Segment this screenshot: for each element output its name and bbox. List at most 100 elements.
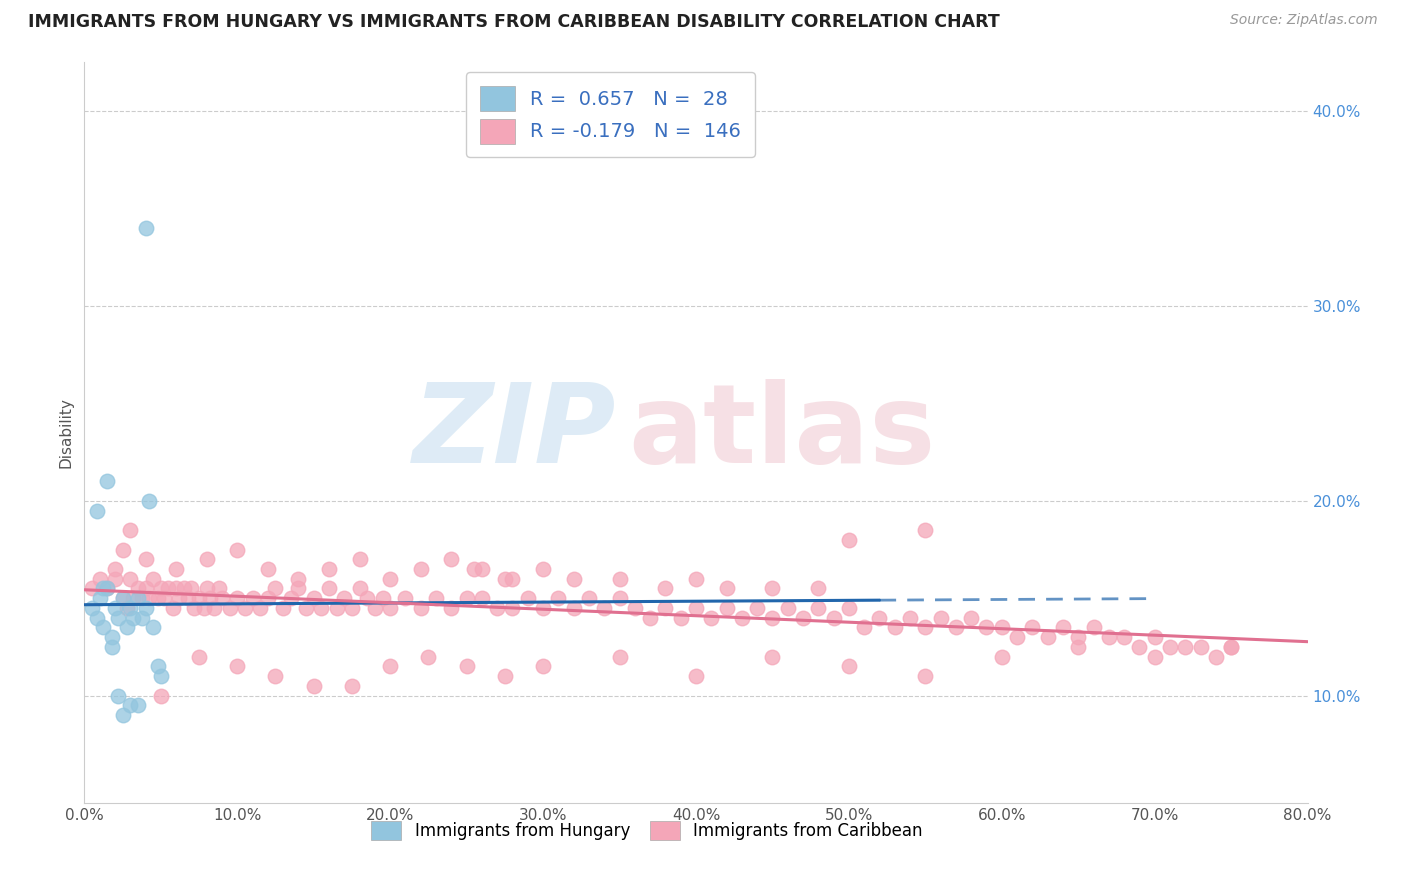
- Point: [945, 620, 967, 634]
- Point: [807, 601, 830, 615]
- Point: [823, 610, 845, 624]
- Point: [1052, 620, 1074, 634]
- Point: [456, 659, 478, 673]
- Point: [89, 572, 111, 586]
- Point: [318, 562, 340, 576]
- Point: [562, 572, 585, 586]
- Text: Source: ZipAtlas.com: Source: ZipAtlas.com: [1230, 13, 1378, 28]
- Text: IMMIGRANTS FROM HUNGARY VS IMMIGRANTS FROM CARIBBEAN DISABILITY CORRELATION CHAR: IMMIGRANTS FROM HUNGARY VS IMMIGRANTS FR…: [28, 13, 1000, 31]
- Point: [138, 493, 160, 508]
- Point: [287, 572, 309, 586]
- Point: [111, 708, 134, 723]
- Point: [80, 582, 103, 596]
- Point: [991, 620, 1014, 634]
- Point: [135, 601, 157, 615]
- Point: [165, 582, 187, 596]
- Point: [226, 591, 249, 606]
- Point: [609, 591, 631, 606]
- Point: [180, 582, 202, 596]
- Point: [807, 582, 830, 596]
- Point: [914, 669, 936, 683]
- Point: [111, 542, 134, 557]
- Point: [104, 601, 127, 615]
- Point: [1083, 620, 1105, 634]
- Point: [838, 601, 860, 615]
- Point: [340, 601, 363, 615]
- Point: [669, 610, 692, 624]
- Point: [409, 562, 432, 576]
- Point: [471, 591, 494, 606]
- Point: [165, 562, 187, 576]
- Point: [685, 669, 707, 683]
- Point: [135, 582, 157, 596]
- Text: atlas: atlas: [628, 379, 936, 486]
- Point: [731, 610, 754, 624]
- Text: ZIP: ZIP: [413, 379, 616, 486]
- Point: [418, 649, 440, 664]
- Point: [233, 601, 256, 615]
- Point: [838, 659, 860, 673]
- Point: [638, 610, 661, 624]
- Legend: Immigrants from Hungary, Immigrants from Caribbean: Immigrants from Hungary, Immigrants from…: [361, 811, 932, 850]
- Point: [162, 601, 184, 615]
- Point: [142, 572, 165, 586]
- Point: [792, 610, 814, 624]
- Point: [325, 601, 347, 615]
- Point: [167, 591, 190, 606]
- Point: [111, 591, 134, 606]
- Point: [1220, 640, 1243, 654]
- Point: [280, 591, 302, 606]
- Point: [502, 601, 524, 615]
- Y-axis label: Disability: Disability: [58, 397, 73, 468]
- Point: [287, 582, 309, 596]
- Point: [295, 601, 318, 615]
- Point: [122, 591, 145, 606]
- Point: [991, 649, 1014, 664]
- Point: [120, 601, 142, 615]
- Point: [226, 542, 249, 557]
- Point: [340, 679, 363, 693]
- Point: [440, 601, 463, 615]
- Point: [257, 562, 280, 576]
- Point: [761, 649, 783, 664]
- Point: [547, 591, 569, 606]
- Point: [271, 601, 294, 615]
- Point: [356, 591, 378, 606]
- Point: [1067, 640, 1090, 654]
- Point: [122, 610, 145, 624]
- Point: [883, 620, 905, 634]
- Point: [211, 591, 233, 606]
- Point: [91, 620, 114, 634]
- Point: [101, 630, 124, 644]
- Point: [1128, 640, 1150, 654]
- Point: [1021, 620, 1043, 634]
- Point: [776, 601, 799, 615]
- Point: [761, 582, 783, 596]
- Point: [371, 591, 394, 606]
- Point: [318, 582, 340, 596]
- Point: [157, 582, 180, 596]
- Point: [198, 591, 221, 606]
- Point: [127, 591, 149, 606]
- Point: [562, 601, 585, 615]
- Point: [80, 601, 103, 615]
- Point: [898, 610, 921, 624]
- Point: [242, 591, 264, 606]
- Point: [120, 523, 142, 537]
- Point: [624, 601, 647, 615]
- Point: [149, 582, 172, 596]
- Point: [486, 601, 509, 615]
- Point: [1098, 630, 1121, 644]
- Point: [531, 601, 554, 615]
- Point: [1143, 649, 1166, 664]
- Point: [654, 601, 676, 615]
- Point: [188, 591, 211, 606]
- Point: [120, 698, 142, 713]
- Point: [494, 669, 516, 683]
- Point: [364, 601, 387, 615]
- Point: [380, 659, 402, 673]
- Point: [394, 591, 416, 606]
- Point: [456, 591, 478, 606]
- Point: [96, 582, 118, 596]
- Point: [380, 601, 402, 615]
